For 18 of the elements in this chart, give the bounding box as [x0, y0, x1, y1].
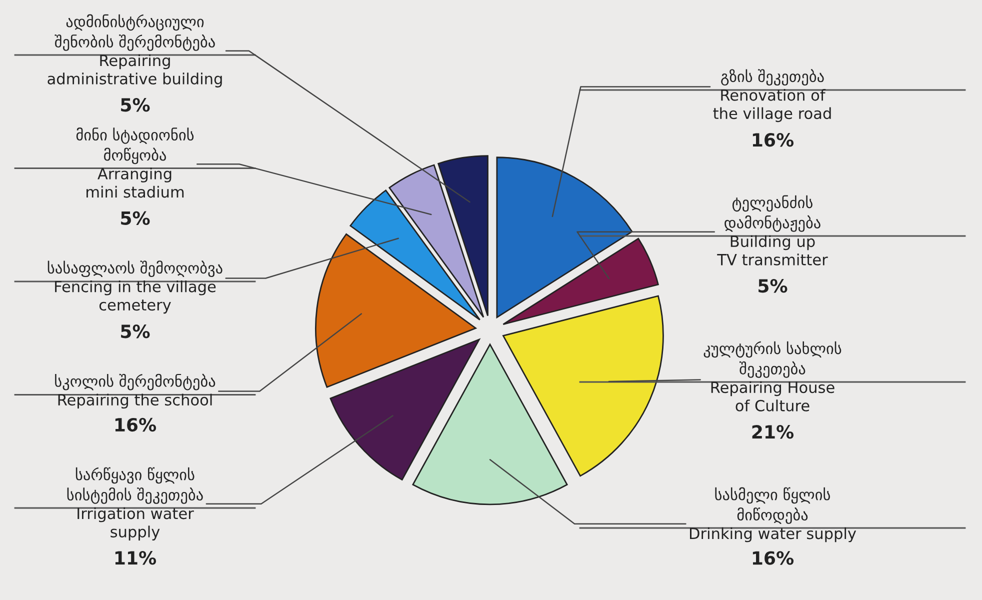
slice-label: გზის შეკეთება Renovation of the village road [713, 69, 831, 122]
data-label: 16% [752, 551, 794, 565]
slice-label: სასმელი წყლის მიწოდება Drinking water supply [690, 487, 856, 542]
data-label: 16% [752, 133, 794, 147]
data-label: 5% [121, 211, 150, 225]
slice-label: სკოლის შერემონტება Repairing the school [55, 374, 216, 409]
slice-label: კულტურის სახლის შეკეთება Repairing House of Culture [704, 341, 842, 412]
data-label: 5% [121, 324, 150, 338]
data-label: 21% [752, 425, 794, 439]
data-label: 11% [115, 551, 156, 565]
slice-label: ტელეანძის დამონტაჟება Building up TV transmitter [717, 195, 828, 266]
data-label: 5% [758, 279, 788, 293]
slice-label: სასაფლაოს შემოღობვა Fencing in the village cemetery [48, 260, 222, 314]
data-label: 5% [121, 98, 150, 112]
slice-label: ადმინისტრაციული შენობის შერემონტება Repairing administrative building [48, 14, 222, 88]
slice-label: სარწყავი წყლის სისტემის შეკეთება Irrigation water supply [67, 467, 203, 540]
data-label: 16% [115, 418, 156, 432]
slice-label: მინი სტადიონის მოწყობა Arranging mini stadium [76, 128, 194, 198]
